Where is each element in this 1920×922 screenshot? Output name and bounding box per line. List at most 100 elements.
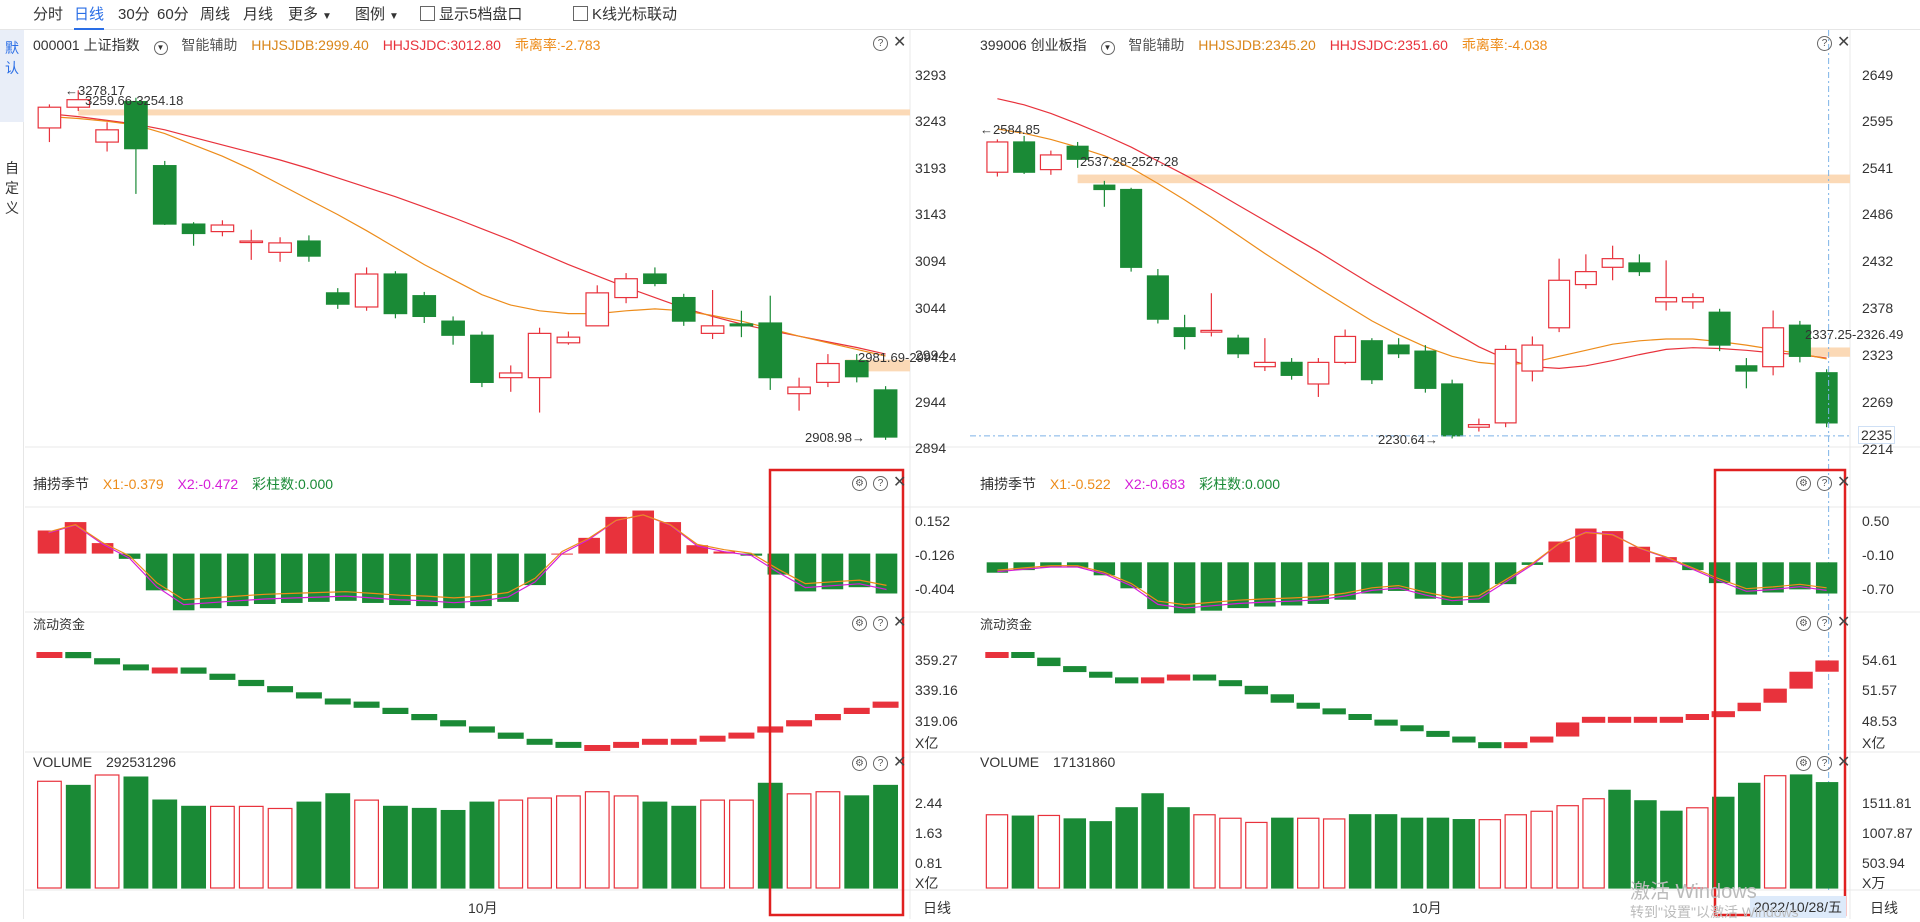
oscillator-bar [1120,562,1142,589]
close-icon[interactable]: ✕ [1837,614,1851,631]
flow-bar [699,735,726,742]
flow-bar [1763,688,1787,703]
cursor-date-label: 2022/10/28/五 [1750,896,1846,918]
flow-bar [1478,742,1502,749]
candle-body [1548,279,1571,329]
oscillator-line-x2 [48,514,887,606]
low-value: 2908.98 [805,430,852,445]
help-icon[interactable]: ? [1817,756,1832,771]
show-5-level-checkbox[interactable]: 显示5档盘口 [420,0,522,30]
help-icon[interactable]: ? [873,756,888,771]
dropdown-circle-icon[interactable]: ▼ [153,41,168,55]
candle-body [37,106,62,129]
flow-bar [1166,674,1191,681]
candle-body [986,141,1009,173]
volume-label: VOLUME [980,754,1040,770]
tab-60min[interactable]: 60分 [157,6,189,23]
close-icon[interactable]: ✕ [893,614,907,631]
ind2-tick: 319.06 [915,713,958,729]
ind3-title: VOLUME 292531296 [33,754,186,770]
close-icon[interactable]: ✕ [893,34,907,51]
help-icon[interactable]: ? [1817,36,1832,51]
close-icon[interactable]: ✕ [1837,754,1851,771]
oscillator-bar [1548,541,1570,563]
settings-icon[interactable]: ⚙ [1796,756,1811,771]
volume-bar [555,795,581,889]
candle-body [1521,344,1544,372]
assist-label[interactable]: 智能辅助 [181,37,238,53]
help-icon[interactable]: ? [873,616,888,631]
left-chart-canvas[interactable] [25,30,970,919]
volume-label: VOLUME [33,754,93,770]
ma-line-orange [997,128,1827,366]
settings-icon[interactable]: ⚙ [852,476,867,491]
oscillator-bar [821,553,844,590]
close-icon[interactable]: ✕ [1837,34,1851,51]
flow-bar [267,686,294,693]
volume-bar [382,805,408,889]
flow-bar [1296,702,1320,709]
flow-bar [468,726,495,733]
candle-body [1120,188,1143,268]
tab-30min[interactable]: 30分 [118,6,150,23]
flow-bar [1114,677,1139,684]
cursor-link-checkbox[interactable]: K线光标联动 [573,0,677,30]
volume-bar [1219,817,1242,889]
candle-body [614,278,638,299]
oscillator-bar [1307,562,1330,604]
side-tab-char: 认 [5,60,19,76]
settings-icon[interactable]: ⚙ [852,616,867,631]
price-tick: 2323 [1862,347,1894,363]
close-icon[interactable]: ✕ [893,474,907,491]
volume-bar [1400,817,1424,889]
tab-weekly[interactable]: 周线 [200,6,231,23]
volume-bar [65,784,91,889]
help-icon[interactable]: ? [1817,476,1832,491]
flow-bar [1089,671,1113,678]
volume-bar [1193,814,1216,889]
settings-icon[interactable]: ⚙ [1796,616,1811,631]
checkbox-icon[interactable] [420,6,435,21]
oscillator-bar [740,553,763,556]
tab-monthly[interactable]: 月线 [243,6,274,23]
close-icon[interactable]: ✕ [893,754,907,771]
oscillator-bar [389,553,411,606]
volume-bar [1634,800,1657,889]
ind1-x2: X2:-0.472 [177,476,239,492]
candle-body [816,362,840,383]
vol-tick: 2.44 [915,795,943,811]
volume-bar [469,801,495,889]
candle-body [1735,365,1758,372]
oscillator-bar [1414,562,1437,599]
checkbox-icon[interactable] [573,6,588,21]
volume-bar [1556,805,1579,889]
help-icon[interactable]: ? [873,36,888,51]
volume-bar [238,805,264,889]
tab-intraday[interactable]: 分时 [33,6,64,23]
price-cursor-marker: 2235 [1858,426,1896,444]
volume-bar [527,797,553,889]
right-chart-canvas[interactable] [970,30,1920,919]
more-dropdown[interactable]: 更多 ▼ [288,0,332,30]
side-tab-default[interactable]: 默认 [0,30,24,122]
flow-bar [1244,685,1269,695]
candle-body [1601,258,1624,268]
settings-icon[interactable]: ⚙ [852,756,867,771]
ind2-title: 流动资金 [980,614,1042,633]
flow-bar [1581,716,1606,723]
flow-bar [1140,677,1165,684]
help-icon[interactable]: ? [1817,616,1832,631]
volume-bar [1452,819,1476,889]
flow-bar [295,692,322,699]
legend-dropdown[interactable]: 图例 ▼ [355,0,399,30]
candle-body [441,320,465,336]
help-icon[interactable]: ? [873,476,888,491]
assist-label[interactable]: 智能辅助 [1128,37,1185,53]
tab-daily[interactable]: 日线 [74,0,105,30]
side-tab-custom[interactable]: 自定义 [0,158,24,238]
close-icon[interactable]: ✕ [1837,474,1851,491]
hhdc-value: HHJSJDC:2351.60 [1329,37,1448,53]
dropdown-circle-icon[interactable]: ▼ [1100,41,1115,55]
settings-icon[interactable]: ⚙ [1796,476,1811,491]
resistance-band [1077,174,1850,184]
